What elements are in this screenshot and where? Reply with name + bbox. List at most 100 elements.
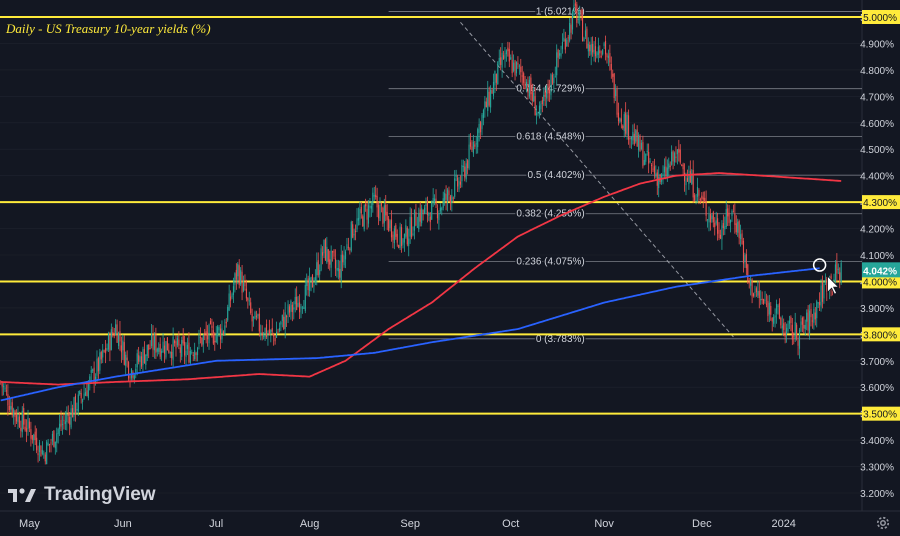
candle-body	[501, 52, 503, 68]
candle-body	[319, 270, 321, 275]
candle-body	[412, 233, 414, 236]
candle-body	[619, 118, 621, 122]
candle-body	[459, 181, 462, 185]
candle-body	[221, 328, 223, 340]
candle-body	[23, 408, 25, 425]
candle-body	[836, 261, 838, 274]
candle-body	[112, 331, 114, 335]
candle-body	[559, 53, 561, 56]
candle-body	[260, 332, 262, 336]
candle-body	[10, 406, 12, 410]
candle-body	[8, 405, 10, 410]
candle-body	[597, 46, 599, 55]
candle-body	[84, 392, 87, 396]
y-tick-label: 3.200%	[860, 489, 894, 500]
candle-body	[376, 195, 378, 208]
candle-body	[633, 133, 635, 145]
candle-body	[461, 165, 463, 182]
candle-body	[695, 200, 697, 202]
candle-body	[467, 160, 469, 169]
y-tick-label: 4.500%	[860, 145, 894, 156]
candle-body	[600, 55, 602, 57]
candle-body	[803, 324, 805, 329]
candle-body	[135, 368, 137, 373]
candle-body	[626, 114, 628, 136]
y-tick-label: 3.700%	[860, 357, 894, 368]
candle-body	[44, 454, 46, 462]
candle-body	[767, 300, 769, 317]
candle-body	[534, 96, 536, 116]
candle-body	[396, 233, 398, 243]
candle-body	[40, 446, 42, 457]
candle-body	[732, 211, 734, 213]
candle-body	[362, 216, 364, 227]
candle-body	[255, 315, 257, 318]
candle-body	[355, 230, 357, 233]
candle-body	[72, 408, 74, 418]
candle-body	[560, 53, 562, 57]
candle-body	[59, 423, 61, 429]
candle-body	[490, 89, 492, 108]
candle-body	[419, 209, 421, 222]
candle-body	[561, 42, 564, 50]
candle-body	[462, 166, 464, 168]
candle-body	[454, 178, 456, 197]
candle-body	[165, 341, 167, 358]
candle-body	[225, 321, 227, 324]
level-badge-label: 4.000%	[863, 277, 897, 288]
candle-body	[747, 264, 749, 281]
current-price-badge	[862, 262, 900, 278]
candle-body	[758, 290, 760, 298]
candle-body	[327, 249, 329, 262]
candle-body	[817, 302, 819, 304]
candle-body	[37, 453, 39, 456]
y-tick-label: 3.400%	[860, 436, 894, 447]
candle-body	[536, 112, 538, 116]
candle-body	[580, 10, 582, 16]
candle-body	[582, 18, 584, 42]
candle-body	[403, 234, 405, 243]
candle-body	[128, 362, 130, 379]
candle-body	[109, 335, 111, 351]
candle-body	[34, 431, 36, 441]
candle-body	[571, 11, 574, 30]
candle-body	[161, 351, 163, 354]
candle-body	[666, 167, 668, 177]
candle-body	[307, 278, 309, 291]
candle-body	[395, 225, 397, 237]
candle-body	[794, 321, 796, 340]
candle-body	[406, 227, 408, 245]
candle-body	[273, 333, 275, 337]
candle-body	[248, 300, 250, 302]
candle-body	[212, 330, 214, 344]
candle-body	[195, 352, 197, 356]
candle-body	[333, 250, 335, 257]
candle-body	[550, 74, 552, 96]
candle-body	[638, 134, 640, 151]
candle-body	[36, 437, 38, 451]
candle-body	[316, 262, 318, 276]
candle-body	[478, 123, 480, 133]
candle-body	[436, 208, 439, 219]
candle-body	[82, 399, 84, 402]
candle-body	[388, 218, 390, 231]
candle-body	[798, 329, 801, 349]
candle-body	[784, 331, 786, 338]
candle-body	[83, 393, 85, 399]
candle-body	[306, 281, 308, 286]
candle-body	[579, 12, 581, 16]
candle-body	[613, 73, 615, 99]
candle-body	[182, 336, 184, 344]
candle-body	[298, 302, 301, 313]
candle-body	[515, 61, 518, 74]
candle-body	[507, 47, 509, 52]
candle-body	[18, 416, 20, 428]
candle-body	[813, 308, 815, 323]
gear-icon[interactable]	[874, 514, 892, 532]
candle-body	[505, 50, 507, 55]
candle-body	[286, 315, 288, 318]
fib-level-label: 0 (3.783%)	[536, 334, 585, 345]
candle-body	[402, 239, 404, 245]
candle-body	[120, 345, 122, 353]
